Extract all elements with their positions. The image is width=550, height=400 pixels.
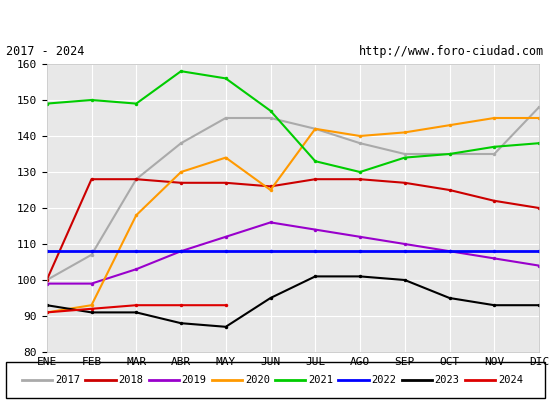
Text: 2022: 2022 bbox=[371, 375, 396, 385]
Text: 2017 - 2024: 2017 - 2024 bbox=[6, 45, 84, 58]
FancyBboxPatch shape bbox=[6, 362, 544, 398]
Text: 2021: 2021 bbox=[308, 375, 333, 385]
Text: 2024: 2024 bbox=[498, 375, 522, 385]
Text: http://www.foro-ciudad.com: http://www.foro-ciudad.com bbox=[359, 45, 544, 58]
Text: Evolucion del paro registrado en Riola: Evolucion del paro registrado en Riola bbox=[68, 10, 482, 28]
Text: 2017: 2017 bbox=[55, 375, 80, 385]
Text: 2023: 2023 bbox=[434, 375, 459, 385]
Text: 2019: 2019 bbox=[182, 375, 206, 385]
Text: 2018: 2018 bbox=[118, 375, 143, 385]
Text: 2020: 2020 bbox=[245, 375, 270, 385]
